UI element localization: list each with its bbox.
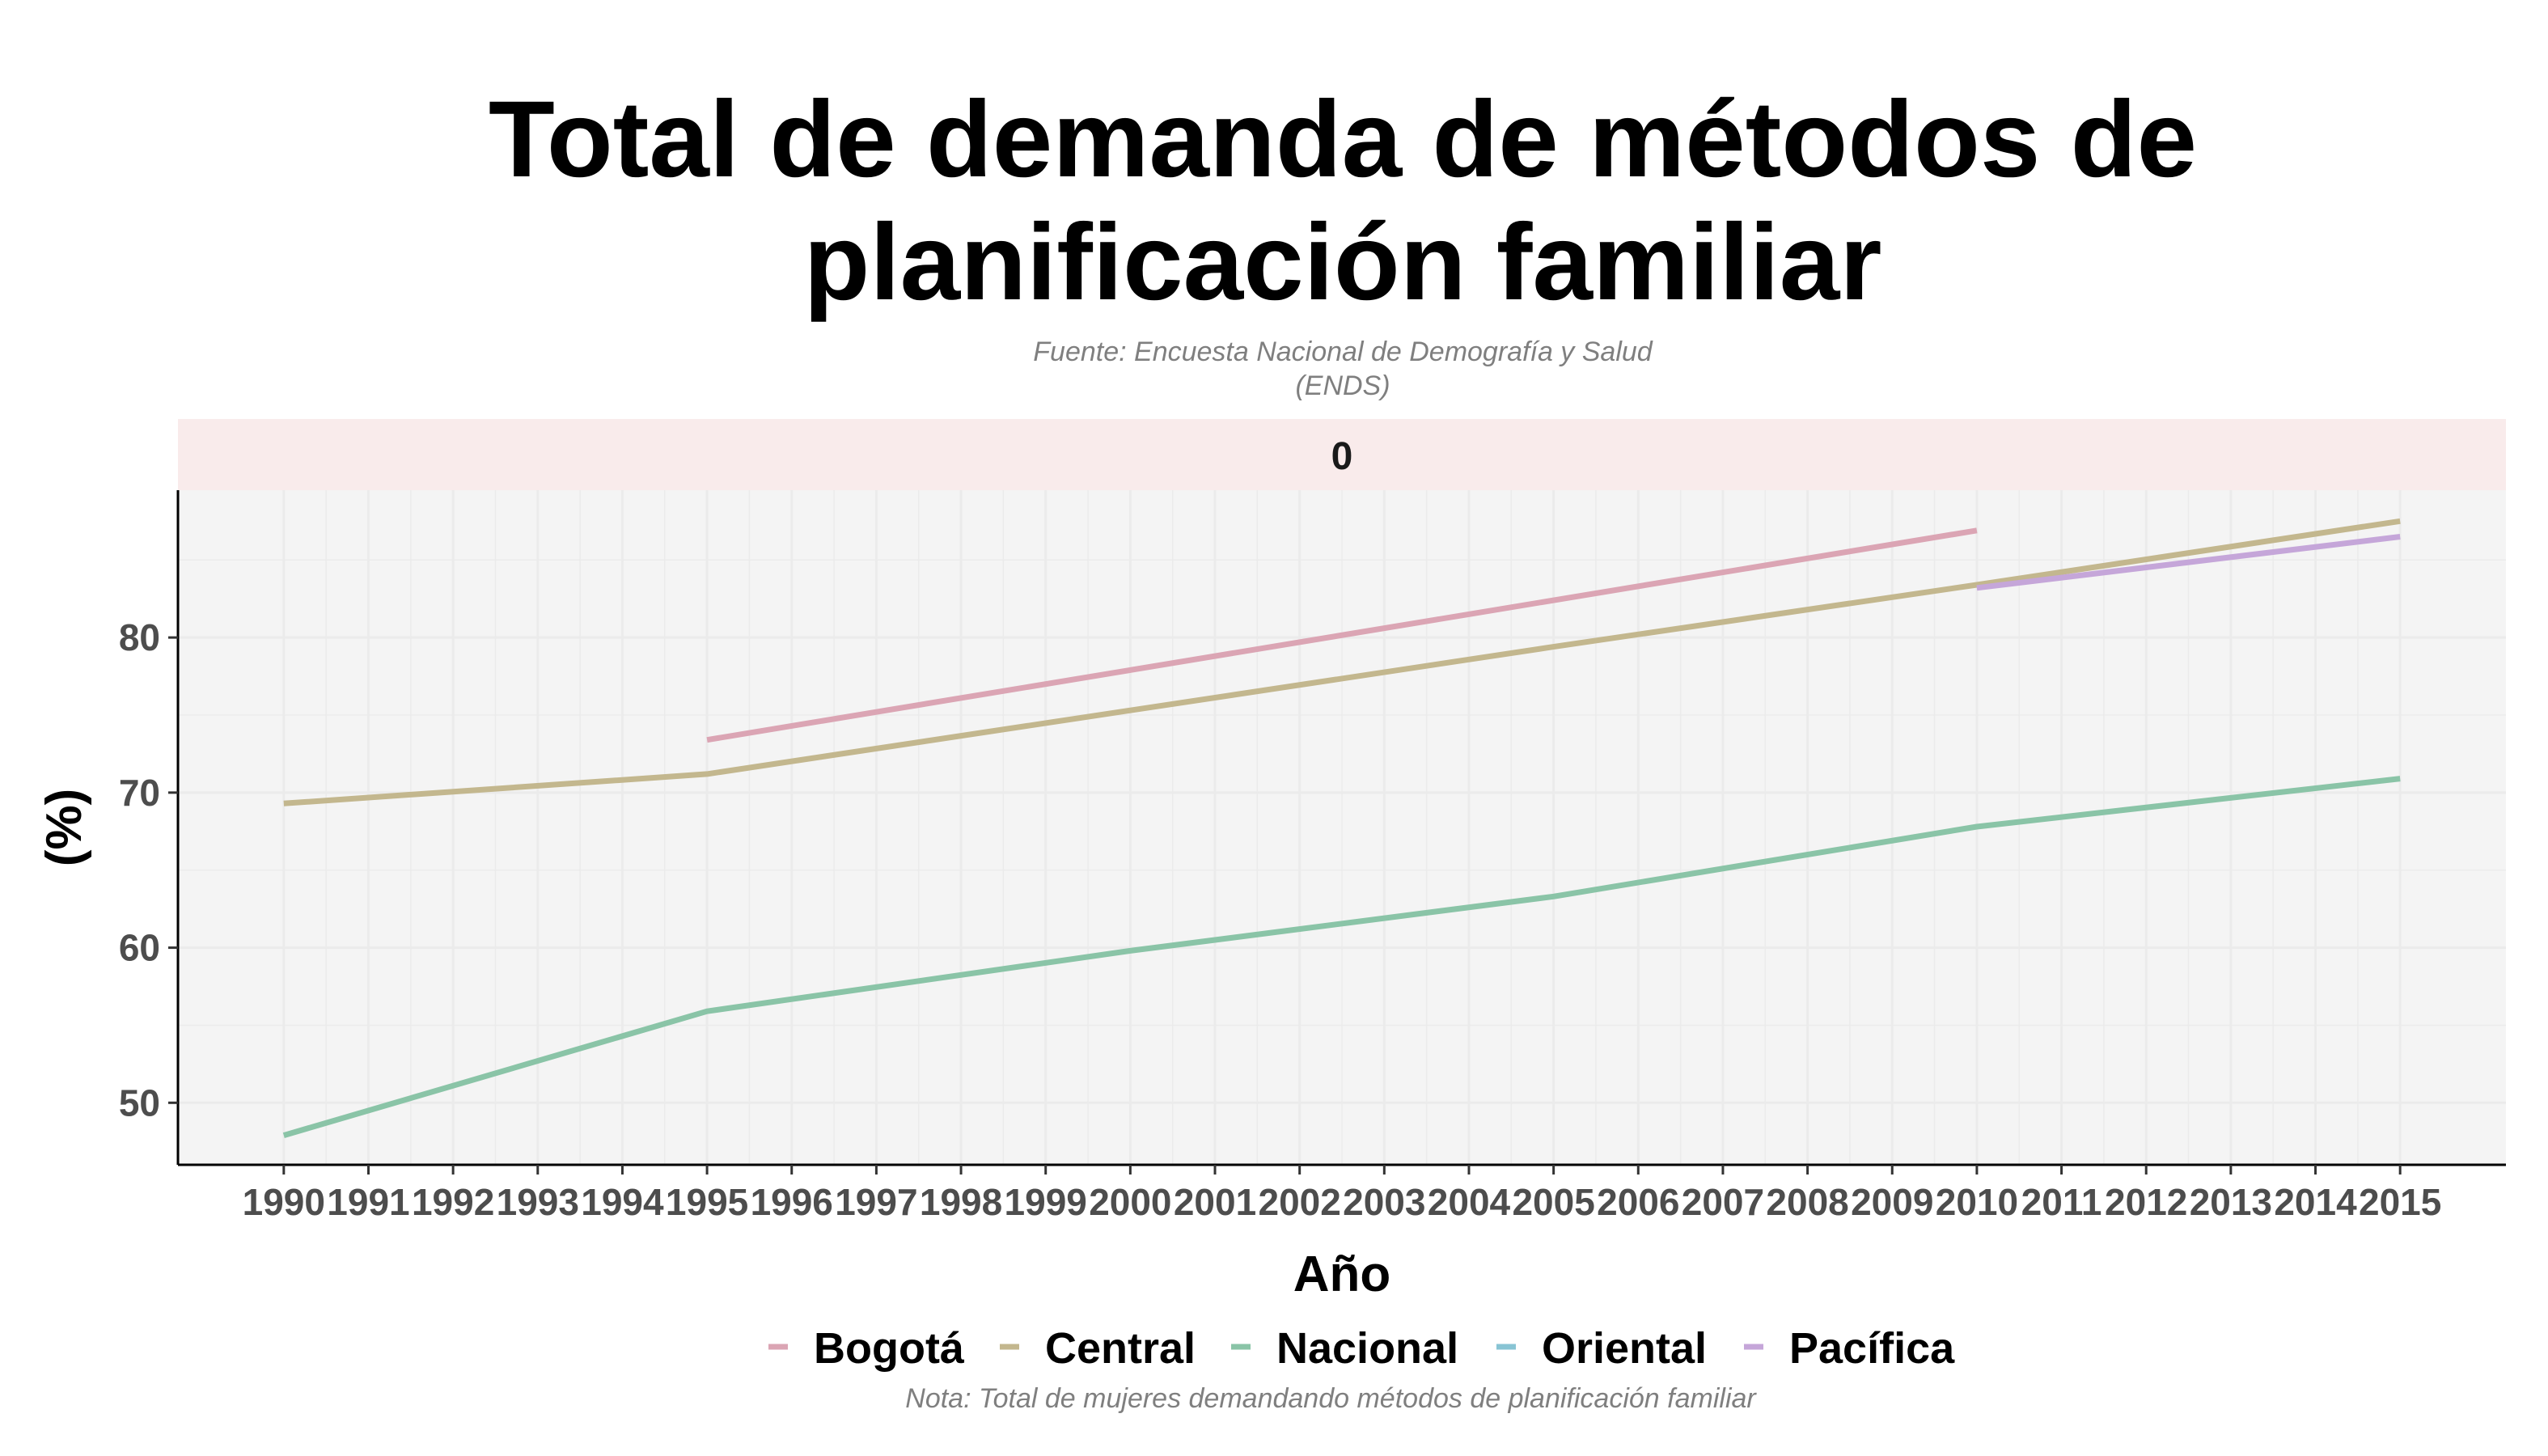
legend-label: Oriental: [1542, 1324, 1707, 1373]
x-axis-title: Año: [1293, 1246, 1391, 1302]
x-tick-label: 2000: [1089, 1181, 1171, 1223]
x-tick-label: 2002: [1259, 1181, 1341, 1223]
x-tick-label: 1997: [835, 1181, 917, 1223]
y-axis-title: (%): [36, 789, 92, 866]
x-tick-label: 2006: [1597, 1181, 1679, 1223]
legend-label: Nacional: [1276, 1324, 1458, 1373]
legend-item-bogotá: Bogotá: [768, 1324, 965, 1373]
chart-subtitle-line-1: Fuente: Encuesta Nacional de Demografía …: [1033, 336, 1653, 367]
x-tick-label: 2009: [1851, 1181, 1933, 1223]
x-tick-label: 1991: [327, 1181, 409, 1223]
legend-label: Pacífica: [1789, 1324, 1955, 1373]
x-tick-label: 2011: [2021, 1181, 2102, 1223]
series-line-pacífica: [1976, 534, 2401, 591]
chart-title-line-1: Total de demanda de métodos de: [489, 79, 2197, 200]
x-tick-label: 1994: [581, 1181, 664, 1223]
legend-item-central: Central: [1000, 1324, 1196, 1373]
chart-subtitle-line-2: (ENDS): [1295, 370, 1390, 401]
x-tick-label: 1999: [1005, 1181, 1087, 1223]
series-line-bogotá: [706, 527, 1978, 743]
y-axis-ticks: 50 60 70 80: [119, 616, 178, 1124]
series-lines: [282, 518, 2401, 1138]
series-line-nacional: [282, 776, 2401, 1138]
x-tick-label: 2007: [1682, 1181, 1764, 1223]
facet-label: 0: [1331, 435, 1353, 478]
x-tick-label: 2010: [1936, 1181, 2018, 1223]
legend-item-nacional: Nacional: [1231, 1324, 1458, 1373]
legend-label: Central: [1045, 1324, 1196, 1373]
x-tick-label: 1993: [497, 1181, 579, 1223]
x-axis-ticks: 1990 1991 1992 1993 1994 1995 1996 1997 1998 1999…: [243, 1165, 2441, 1223]
x-tick-label: 2005: [1512, 1181, 1594, 1223]
legend-item-oriental: Oriental: [1496, 1324, 1707, 1373]
x-tick-label: 2015: [2359, 1181, 2441, 1223]
x-tick-label: 1998: [920, 1181, 1002, 1223]
x-tick-label: 1992: [412, 1181, 494, 1223]
x-tick-label: 2012: [2105, 1181, 2187, 1223]
x-tick-label: 2013: [2190, 1181, 2272, 1223]
y-tick-label: 80: [119, 616, 160, 658]
chart-title-line-2: planificación familiar: [804, 202, 1882, 323]
y-tick-label: 60: [119, 927, 160, 969]
legend-item-pacífica: Pacífica: [1744, 1324, 1955, 1373]
x-tick-label: 1990: [243, 1181, 325, 1223]
facet-strip: [178, 419, 2506, 490]
x-tick-label: 2001: [1174, 1181, 1256, 1223]
x-tick-label: 2004: [1428, 1181, 1511, 1223]
series-line-central: [283, 518, 2401, 806]
x-tick-label: 2008: [1766, 1181, 1848, 1223]
x-tick-label: 1995: [666, 1181, 748, 1223]
x-tick-label: 2014: [2274, 1181, 2357, 1223]
y-tick-label: 50: [119, 1081, 160, 1124]
y-tick-label: 70: [119, 772, 160, 814]
legend-label: Bogotá: [814, 1324, 965, 1373]
chart-caption: Nota: Total de mujeres demandando método…: [905, 1383, 1757, 1414]
legend: Bogotá Central Nacional Oriental Pacífica: [768, 1324, 1955, 1373]
x-tick-label: 1996: [751, 1181, 833, 1223]
x-tick-label: 2003: [1343, 1181, 1425, 1223]
